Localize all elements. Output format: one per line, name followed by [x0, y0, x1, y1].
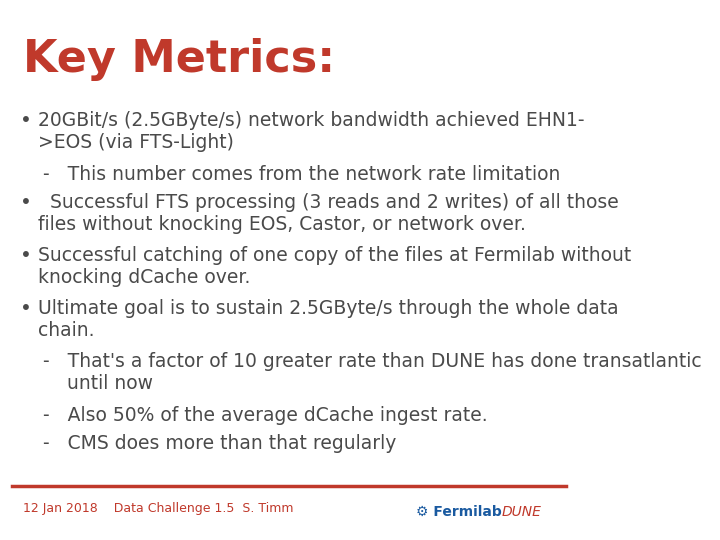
Text: •: • [20, 246, 32, 265]
Text: •: • [20, 193, 32, 212]
Text: Ultimate goal is to sustain 2.5GByte/s through the whole data
chain.: Ultimate goal is to sustain 2.5GByte/s t… [37, 299, 618, 340]
Text: Key Metrics:: Key Metrics: [23, 38, 336, 81]
Text: -   This number comes from the network rate limitation: - This number comes from the network rat… [43, 165, 561, 184]
Text: •: • [20, 111, 32, 130]
Text: 12 Jan 2018    Data Challenge 1.5  S. Timm: 12 Jan 2018 Data Challenge 1.5 S. Timm [23, 502, 294, 515]
Text: Successful catching of one copy of the files at Fermilab without
knocking dCache: Successful catching of one copy of the f… [37, 246, 631, 287]
Text: Successful FTS processing (3 reads and 2 writes) of all those
files without knoc: Successful FTS processing (3 reads and 2… [37, 193, 618, 234]
Text: -   Also 50% of the average dCache ingest rate.: - Also 50% of the average dCache ingest … [43, 406, 488, 424]
Text: •: • [20, 299, 32, 318]
Text: DUNE: DUNE [501, 505, 541, 519]
Text: -   CMS does more than that regularly: - CMS does more than that regularly [43, 434, 397, 453]
Text: 20GBit/s (2.5GByte/s) network bandwidth achieved EHN1-
>EOS (via FTS-Light): 20GBit/s (2.5GByte/s) network bandwidth … [37, 111, 584, 152]
Text: ⚙ Fermilab: ⚙ Fermilab [416, 505, 502, 519]
Text: -   That's a factor of 10 greater rate than DUNE has done transatlantic
    unti: - That's a factor of 10 greater rate tha… [43, 352, 702, 393]
